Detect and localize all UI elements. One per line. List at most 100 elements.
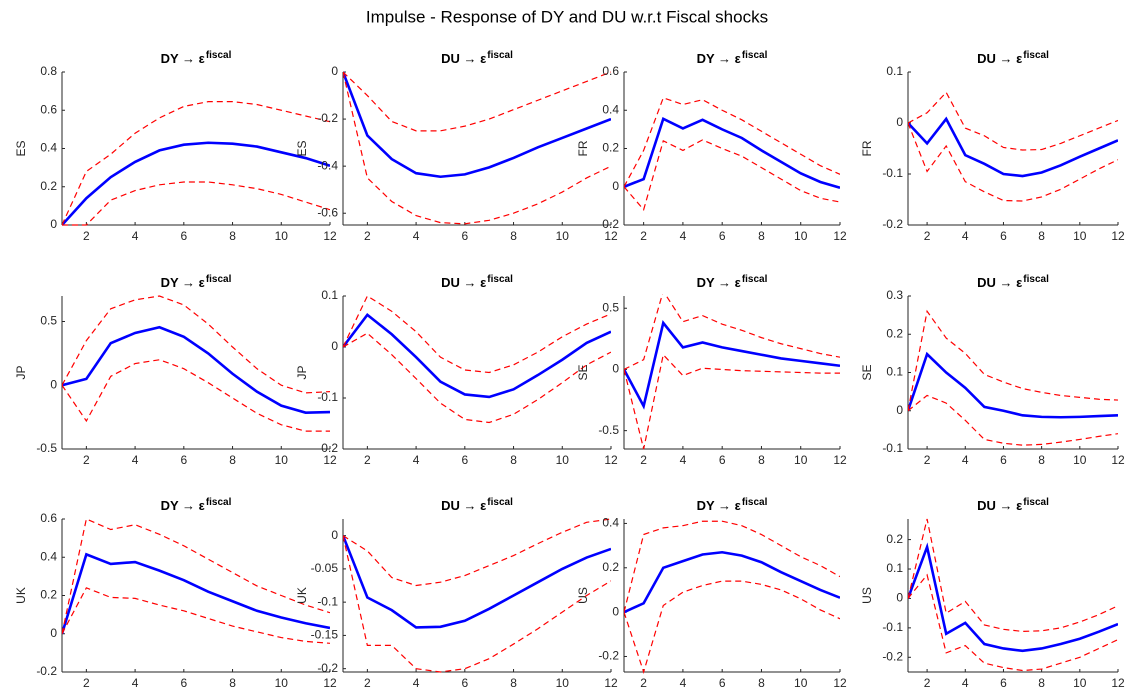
title-main: DY → ε: [161, 498, 205, 513]
y-tick-label: 0: [331, 64, 338, 78]
y-tick-label: -0.1: [882, 441, 903, 455]
subplot: DY → εfiscal SE -0.5 0 0.5 2 4 6 8 10 12: [576, 274, 847, 468]
response-line: [343, 71, 611, 179]
title-sup: fiscal: [487, 274, 513, 285]
x-tick-label: 6: [180, 453, 187, 467]
response-line: [62, 141, 330, 226]
x-tick-label: 12: [1111, 676, 1125, 690]
response-line: [62, 552, 330, 635]
y-tick-label: 0.4: [602, 102, 619, 116]
y-tick-label: 0: [50, 377, 57, 391]
y-tick-label: -0.2: [598, 217, 619, 231]
band-line: [62, 101, 330, 226]
x-tick-label: 6: [719, 229, 726, 243]
figure-title: Impulse - Response of DY and DU w.r.t Fi…: [366, 7, 768, 26]
response-line: [908, 116, 1118, 178]
y-axis-label: FR: [860, 140, 874, 156]
title-main: DU → ε: [441, 275, 486, 290]
title-main: DU → ε: [441, 51, 486, 66]
title-main: DY → ε: [697, 275, 741, 290]
band-line: [343, 71, 611, 132]
band-line: [343, 535, 611, 673]
x-tick-label: 4: [680, 453, 687, 467]
title-main: DU → ε: [977, 498, 1022, 513]
y-axis-label: UK: [14, 587, 28, 604]
x-tick-label: 2: [364, 229, 371, 243]
x-tick-label: 6: [180, 676, 187, 690]
y-tick-label: 0.2: [886, 532, 903, 546]
x-tick-label: 2: [83, 453, 90, 467]
x-tick-label: 4: [962, 229, 969, 243]
y-tick-label: -0.2: [598, 649, 619, 663]
subplot-title: DU → εfiscal: [441, 497, 513, 514]
y-tick-label: 0.5: [602, 300, 619, 314]
x-tick-label: 2: [364, 676, 371, 690]
title-main: DU → ε: [441, 498, 486, 513]
band-line: [624, 353, 840, 450]
x-tick-label: 12: [833, 453, 847, 467]
x-tick-label: 10: [556, 676, 570, 690]
x-tick-label: 2: [364, 453, 371, 467]
title-main: DY → ε: [161, 51, 205, 66]
band-line: [62, 518, 330, 634]
title-main: DY → ε: [697, 51, 741, 66]
y-axis-label: UK: [295, 587, 309, 604]
y-tick-label: 0.4: [40, 549, 57, 563]
title-main: DY → ε: [697, 498, 741, 513]
y-tick-label: 0.4: [602, 516, 619, 530]
x-tick-label: 8: [229, 229, 236, 243]
y-tick-label: 0.2: [602, 560, 619, 574]
x-tick-label: 12: [323, 453, 337, 467]
subplot-title: DU → εfiscal: [977, 274, 1049, 291]
y-tick-label: -0.05: [311, 561, 339, 575]
x-tick-label: 4: [132, 229, 139, 243]
x-tick-label: 4: [413, 453, 420, 467]
title-main: DU → ε: [977, 275, 1022, 290]
x-tick-label: 6: [1000, 453, 1007, 467]
band-line: [908, 394, 1118, 446]
response-line: [624, 320, 840, 410]
x-tick-label: 6: [461, 676, 468, 690]
y-axis-label: US: [576, 587, 590, 604]
y-tick-label: 0.1: [886, 64, 903, 78]
x-tick-label: 2: [640, 676, 647, 690]
y-tick-label: 0.1: [886, 561, 903, 575]
band-line: [62, 587, 330, 644]
y-tick-label: -0.1: [882, 620, 903, 634]
x-tick-label: 2: [640, 453, 647, 467]
x-tick-label: 2: [640, 229, 647, 243]
x-tick-label: 8: [1038, 453, 1045, 467]
y-tick-label: 0.2: [602, 141, 619, 155]
x-tick-label: 10: [275, 229, 289, 243]
y-tick-label: 0.4: [40, 141, 57, 155]
x-tick-label: 2: [924, 676, 931, 690]
x-tick-label: 4: [132, 453, 139, 467]
x-tick-label: 6: [461, 453, 468, 467]
y-tick-label: -0.2: [317, 441, 338, 455]
y-tick-label: -0.2: [317, 111, 338, 125]
response-line: [908, 351, 1118, 419]
y-tick-label: 0: [331, 528, 338, 542]
y-tick-label: -0.2: [36, 664, 57, 678]
x-tick-label: 12: [1111, 453, 1125, 467]
y-tick-label: 0: [896, 115, 903, 129]
band-line: [908, 518, 1118, 633]
title-sup: fiscal: [206, 497, 232, 508]
title-sup: fiscal: [487, 497, 513, 508]
y-tick-label: 0: [612, 604, 619, 618]
band-line: [624, 97, 840, 188]
subplot: DU → εfiscal JP -0.2 -0.1 0 0.1 2 4 6 8 10 12: [295, 274, 618, 468]
y-axis-label: SE: [576, 364, 590, 380]
x-tick-label: 10: [1073, 453, 1087, 467]
x-tick-label: 4: [413, 229, 420, 243]
y-tick-label: 0: [612, 179, 619, 193]
x-tick-label: 6: [180, 229, 187, 243]
y-tick-label: 0.1: [321, 288, 338, 302]
y-tick-label: 0: [331, 339, 338, 353]
band-line: [624, 294, 840, 370]
x-tick-label: 8: [510, 453, 517, 467]
subplot: DU → εfiscal FR -0.2 -0.1 0 0.1 2 4 6 8 10 12: [860, 50, 1125, 244]
x-tick-label: 2: [83, 676, 90, 690]
x-tick-label: 12: [323, 229, 337, 243]
